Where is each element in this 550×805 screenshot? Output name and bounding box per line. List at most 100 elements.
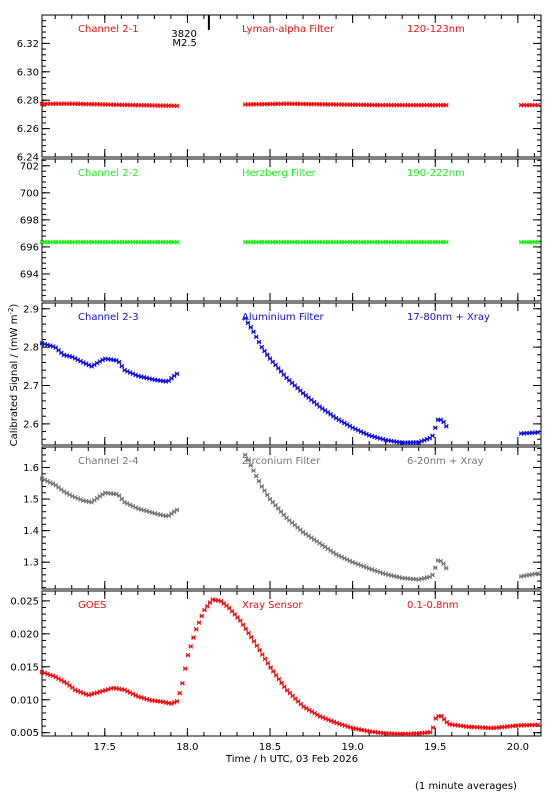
data-point — [253, 334, 259, 340]
panel-label: Lyman-alpha Filter — [242, 24, 335, 35]
data-point — [248, 634, 254, 640]
data-point — [242, 452, 248, 458]
y-tick-label: 2.9 — [23, 304, 39, 315]
data-point — [196, 620, 202, 626]
data-point — [177, 690, 183, 696]
y-tick-label: 702 — [20, 161, 39, 172]
data-point — [174, 239, 180, 245]
data-point — [193, 626, 199, 632]
data-point — [443, 423, 449, 429]
panel-frame — [41, 590, 542, 737]
panel-2: 694 696 698 700 702 Channel 2-2 Herzberg Filte… — [20, 158, 542, 302]
panel-label: Xray Sensor — [242, 600, 303, 611]
panel-frame — [41, 158, 542, 302]
data-point — [202, 607, 207, 613]
data-point — [276, 676, 282, 682]
data-point — [246, 630, 251, 636]
event-marker-label: M2.5 — [172, 38, 197, 49]
data-point — [204, 603, 210, 609]
panel-label: Zirconium Filter — [242, 456, 321, 467]
data-point — [270, 669, 276, 674]
data-point — [262, 488, 267, 494]
data-series — [518, 102, 541, 108]
panel-label: 17-80nm + Xray — [407, 312, 490, 323]
panel-1: 6.24 6.26 6.28 6.30 6.32 Channel 2-1 Lyman-alp… — [17, 14, 542, 164]
data-point — [281, 684, 287, 690]
data-series — [39, 340, 180, 384]
data-point — [259, 344, 265, 350]
panel-label: Aluminium Filter — [242, 312, 325, 323]
data-series — [242, 101, 449, 108]
panel-label: Channel 2-4 — [78, 456, 139, 467]
panel-4: 1.3 1.4 1.5 1.6 Channel 2-4 Zirconium Filter 6… — [23, 446, 542, 590]
x-tick-label: 19.5 — [424, 742, 446, 753]
data-point — [254, 643, 260, 649]
data-point — [273, 672, 279, 678]
panel-frame — [41, 446, 542, 590]
data-series — [39, 597, 541, 737]
y-tick-label: 696 — [20, 242, 39, 253]
data-point — [243, 626, 249, 632]
panel-label: 0.1-0.8nm — [407, 600, 459, 611]
data-point — [256, 478, 262, 484]
data-point — [259, 652, 265, 657]
data-series — [39, 476, 180, 519]
data-point — [245, 457, 251, 463]
y-tick-label: 0.025 — [10, 596, 39, 607]
x-tick-label: 17.5 — [94, 742, 116, 753]
data-point — [237, 618, 243, 624]
panel-frame — [41, 14, 542, 158]
data-point — [279, 680, 284, 686]
data-point — [248, 463, 254, 468]
data-point — [430, 725, 436, 731]
x-axis-label: Time / h UTC, 03 Feb 2026 — [225, 754, 358, 765]
data-point — [259, 484, 265, 489]
panel-label: Herzberg Filter — [242, 168, 317, 179]
data-point — [251, 329, 256, 335]
data-point — [535, 722, 541, 728]
x-tick-label: 19.0 — [342, 742, 364, 753]
data-point — [264, 352, 270, 358]
data-point — [265, 660, 271, 666]
y-tick-label: 6.32 — [17, 39, 39, 50]
y-tick-label: 6.26 — [17, 124, 39, 135]
data-point — [535, 102, 541, 108]
x-tick-label: 20.0 — [507, 742, 529, 753]
data-point — [432, 565, 438, 571]
data-series — [242, 239, 449, 245]
data-point — [443, 565, 449, 571]
data-point — [119, 363, 125, 369]
data-point — [242, 315, 248, 321]
panel-label: Channel 2-1 — [78, 24, 139, 35]
data-series — [242, 452, 449, 582]
data-series — [518, 430, 541, 436]
x-tick-label: 18.5 — [259, 742, 281, 753]
data-point — [535, 571, 541, 576]
y-tick-label: 698 — [20, 215, 39, 226]
data-point — [253, 473, 259, 479]
data-point — [443, 102, 449, 108]
data-point — [188, 643, 194, 649]
panel-frame — [41, 302, 542, 446]
data-point — [262, 348, 267, 354]
y-tick-label: 2.8 — [23, 343, 39, 354]
y-tick-label: 0.020 — [10, 629, 39, 640]
data-point — [174, 371, 180, 377]
x-tick-label: 18.0 — [176, 742, 198, 753]
data-series — [518, 239, 541, 245]
data-point — [535, 430, 541, 435]
y-tick-label: 0.010 — [10, 695, 39, 706]
y-tick-label: 1.4 — [23, 526, 39, 537]
data-point — [443, 239, 449, 245]
data-series — [518, 571, 541, 579]
data-point — [174, 698, 180, 704]
y-tick-label: 1.5 — [23, 495, 39, 506]
y-tick-label: 700 — [20, 188, 39, 199]
data-point — [251, 468, 256, 474]
data-point — [441, 561, 446, 567]
y-tick-label: 6.30 — [17, 67, 39, 78]
data-point — [174, 103, 180, 109]
data-point — [430, 572, 435, 578]
panel-5: 0.005 0.010 0.015 0.020 0.025 GOES Xray Sensor… — [10, 590, 542, 739]
data-point — [432, 425, 438, 431]
